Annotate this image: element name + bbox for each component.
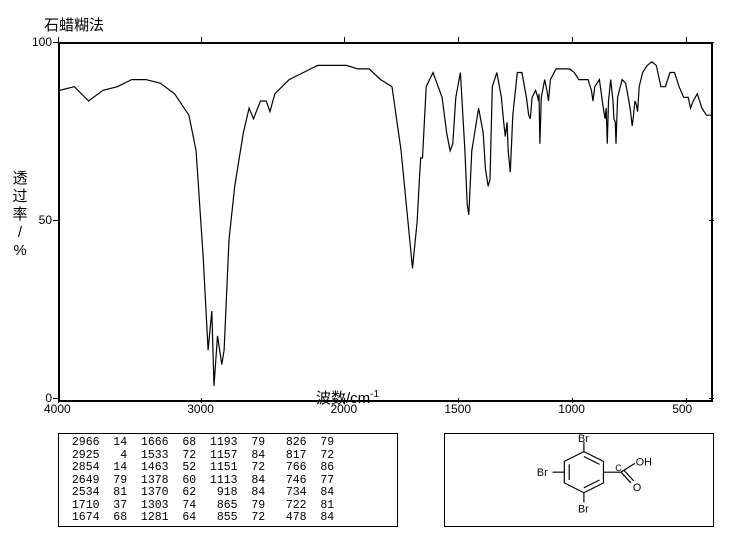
x-tick-label: 500 bbox=[672, 402, 692, 416]
structure-svg: Br Br Br OH O C bbox=[445, 434, 713, 526]
method-title: 石蜡糊法 bbox=[44, 14, 104, 35]
x-tick-label: 1000 bbox=[558, 402, 585, 416]
atom-oh: OH bbox=[636, 456, 652, 468]
y-axis-label: 透过率/% bbox=[6, 170, 34, 260]
atom-c: C bbox=[615, 463, 622, 473]
x-tick-label: 2000 bbox=[330, 402, 357, 416]
spectrum-plot bbox=[58, 42, 713, 402]
spectrum-svg bbox=[60, 44, 711, 400]
atom-o: O bbox=[633, 482, 641, 494]
structure-box: Br Br Br OH O C bbox=[444, 433, 714, 527]
y-tick-label: 0 bbox=[45, 391, 52, 405]
atom-br-left: Br bbox=[537, 467, 548, 479]
x-tick-label: 1500 bbox=[444, 402, 471, 416]
atom-br-bottom: Br bbox=[578, 503, 589, 515]
peak-table: 2966 14 1666 68 1193 79 826 79 2925 4 15… bbox=[58, 433, 398, 527]
atom-br-top: Br bbox=[578, 434, 589, 445]
y-tick-label: 100 bbox=[32, 35, 52, 49]
y-tick-label: 50 bbox=[39, 213, 52, 227]
x-tick-label: 3000 bbox=[187, 402, 214, 416]
